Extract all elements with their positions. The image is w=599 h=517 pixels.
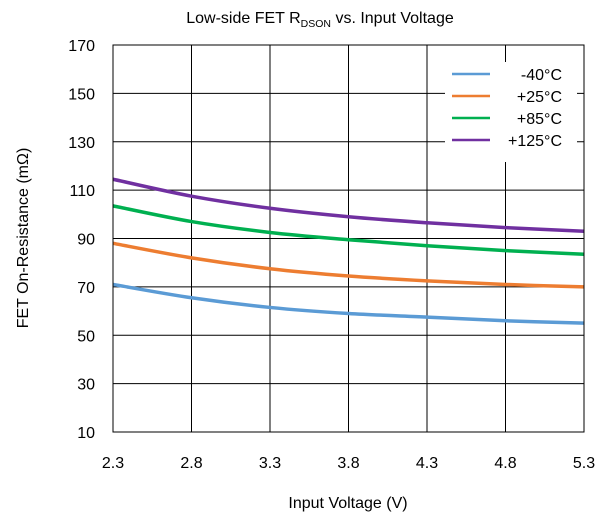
- y-tick-label: 10: [77, 425, 95, 442]
- x-tick-label: 5.3: [573, 455, 595, 472]
- legend-label-1: +25°C: [517, 89, 562, 106]
- legend-box: [445, 62, 577, 162]
- y-tick-labels: 10 30 50 70 90 110 130 150 170: [68, 38, 95, 442]
- x-tick-label: 3.8: [337, 455, 359, 472]
- x-axis-label: Input Voltage (V): [288, 495, 407, 512]
- legend-label-3: +125°C: [508, 133, 562, 150]
- series-lines: [112, 177, 585, 325]
- x-tick-label: 2.3: [102, 455, 124, 472]
- legend-label-2: +85°C: [517, 111, 562, 128]
- x-tick-label: 4.3: [416, 455, 438, 472]
- plot-area-border: [112, 44, 585, 433]
- y-tick-label: 30: [77, 377, 95, 394]
- legend-label-0: -40°C: [521, 67, 562, 84]
- legend: -40°C +25°C +85°C +125°C: [445, 62, 577, 162]
- chart-title: Low-side FET RDSON vs. Input Voltage: [186, 10, 454, 30]
- y-tick-label: 90: [77, 232, 95, 249]
- x-tick-labels: 2.3 2.8 3.3 3.8 4.3 4.8 5.3: [102, 455, 595, 472]
- chart-title-rest: vs. Input Voltage: [331, 10, 454, 27]
- series-line-2: [112, 204, 585, 256]
- y-tick-label: 50: [77, 328, 95, 345]
- chart-title-subscript: DSON: [301, 18, 331, 30]
- y-tick-label: 130: [68, 135, 95, 152]
- y-tick-label: 70: [77, 280, 95, 297]
- x-tick-label: 3.3: [259, 455, 281, 472]
- series-line-0: [112, 282, 585, 325]
- series-line-3: [112, 177, 585, 233]
- x-tick-label: 4.8: [494, 455, 516, 472]
- x-tick-label: 2.8: [180, 455, 202, 472]
- series-line-1: [112, 241, 585, 289]
- y-tick-label: 150: [68, 86, 95, 103]
- chart-title-main: Low-side FET R: [186, 10, 300, 27]
- y-tick-label: 170: [68, 38, 95, 55]
- y-tick-label: 110: [69, 183, 95, 200]
- y-axis-label: FET On-Resistance (mΩ): [15, 148, 32, 329]
